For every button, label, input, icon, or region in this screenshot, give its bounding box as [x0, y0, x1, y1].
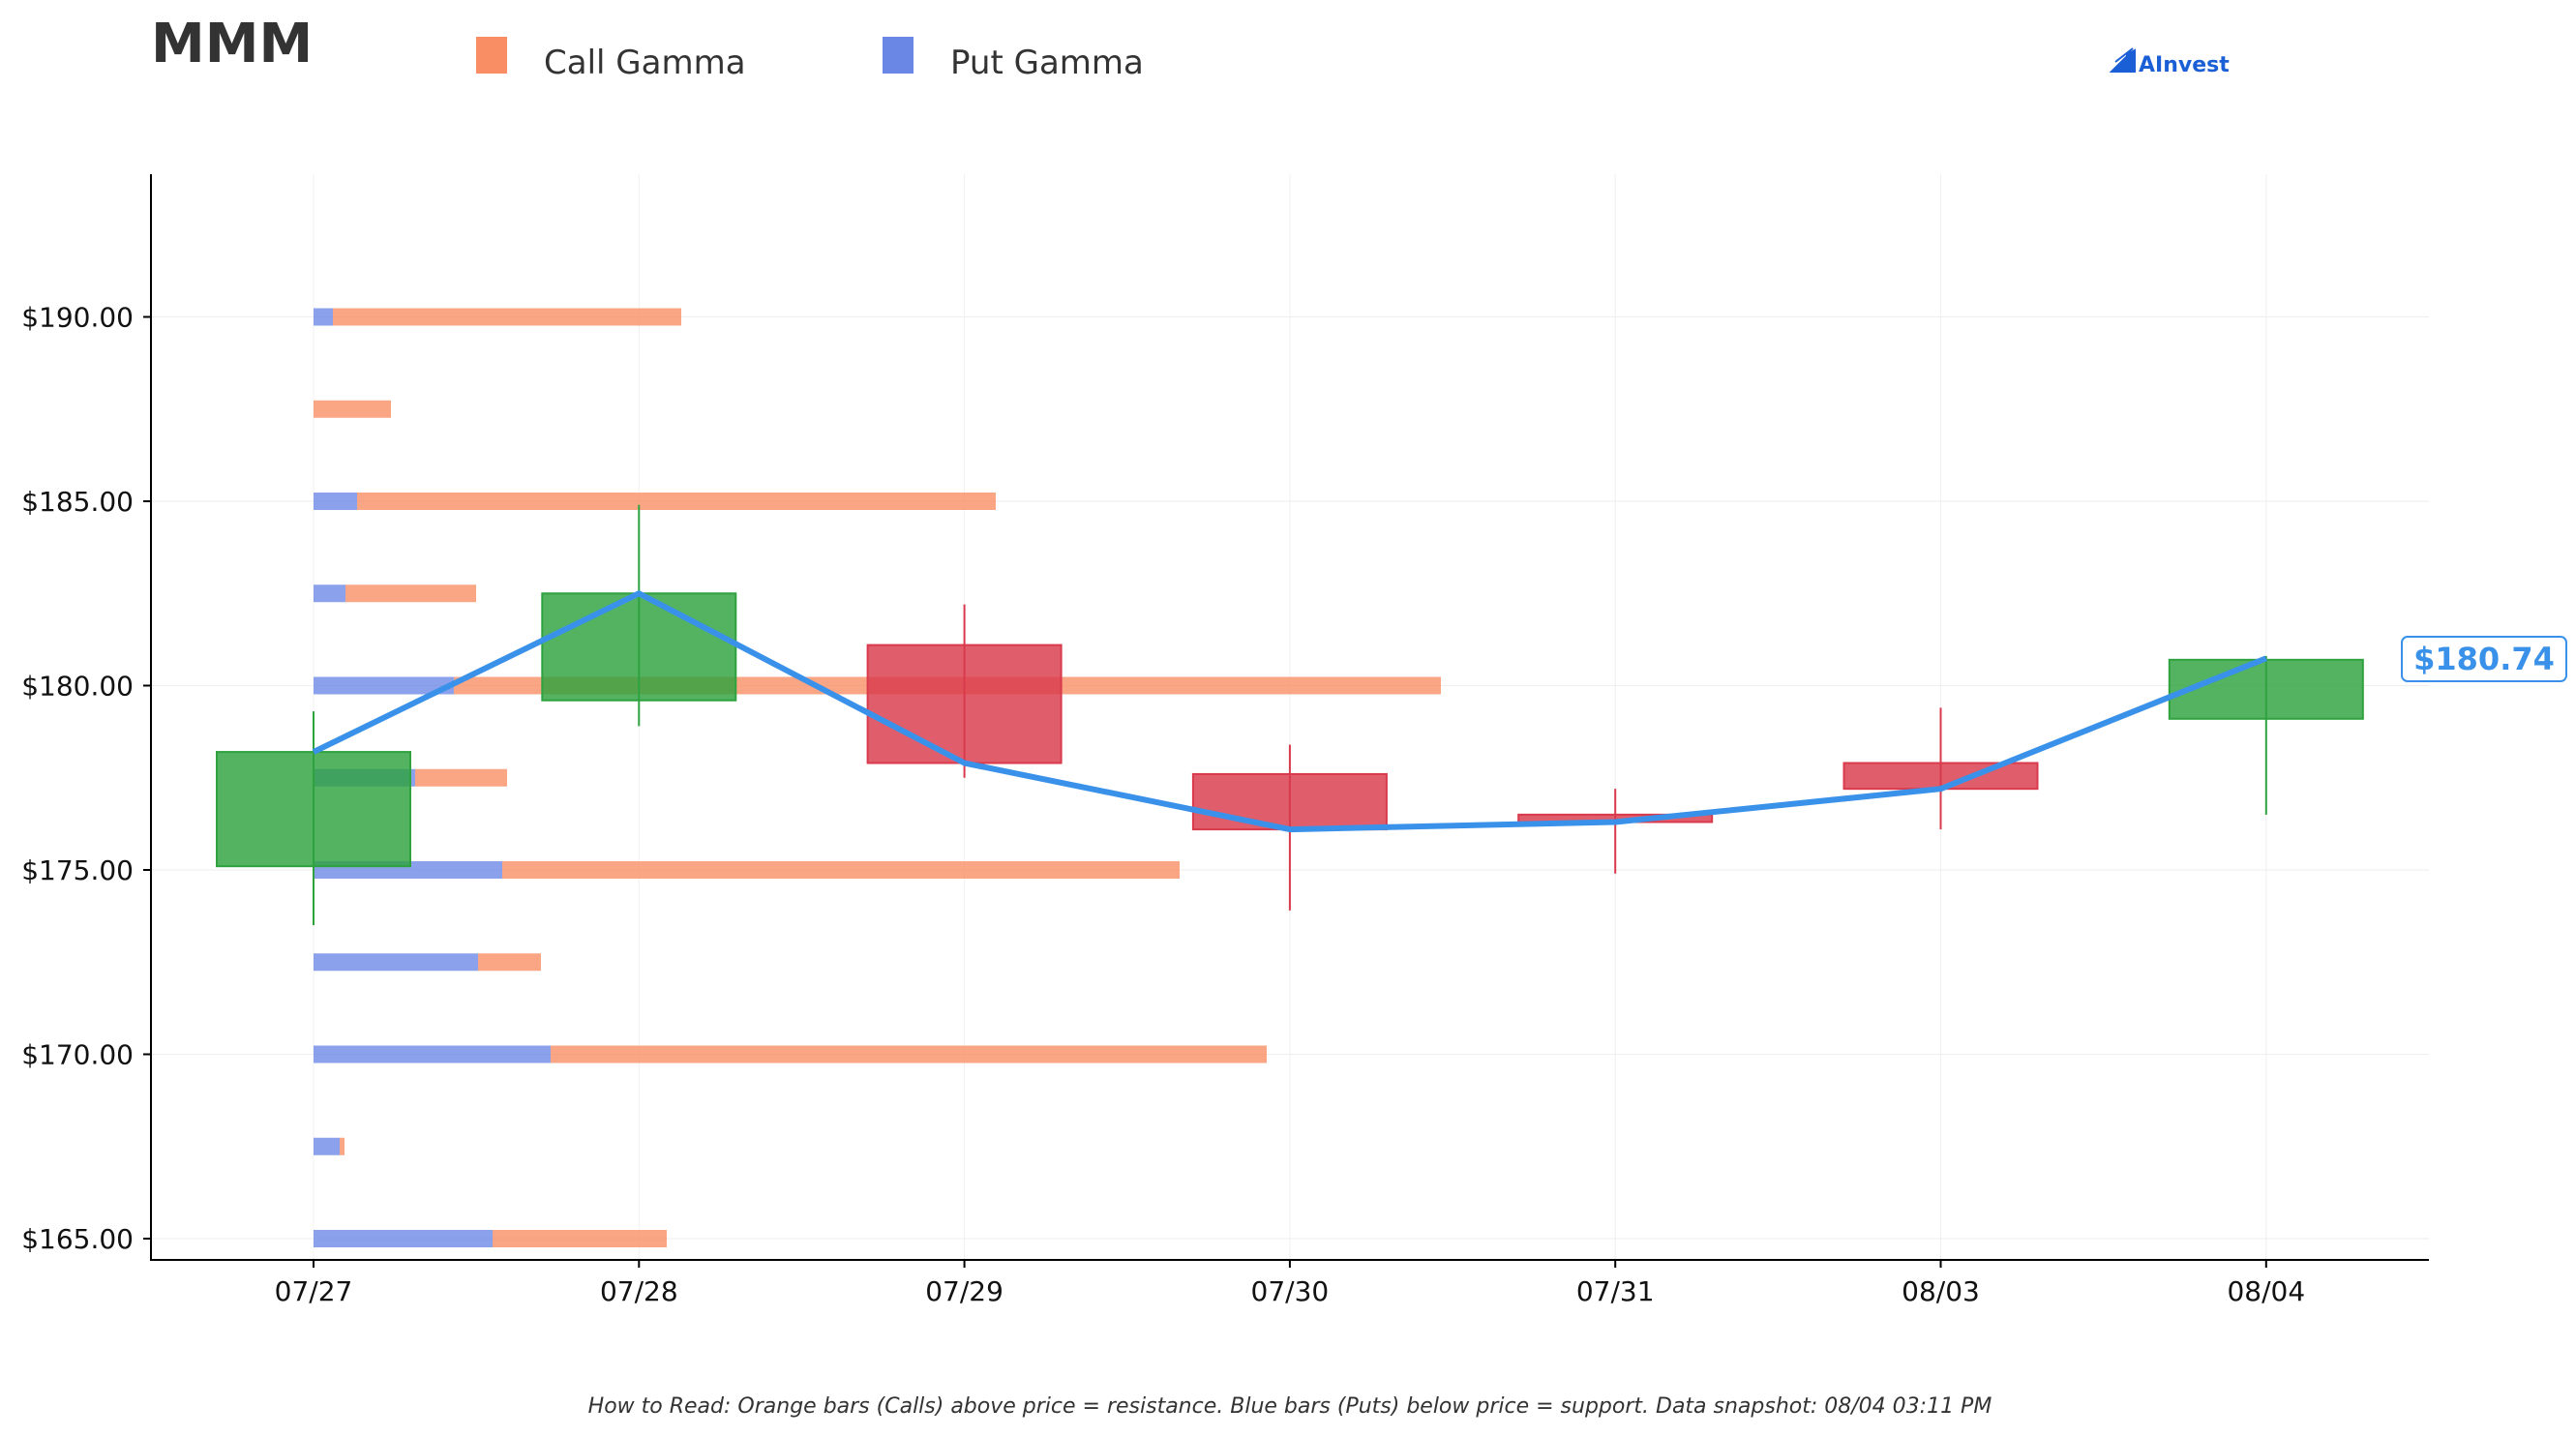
x-tick-label: 08/04: [2227, 1275, 2305, 1307]
last-price-label: $180.74: [2413, 641, 2555, 677]
call-gamma-bar: [357, 493, 996, 510]
put-gamma-bar: [314, 1137, 340, 1155]
put-gamma-bar: [314, 676, 454, 695]
legend-put-swatch: [883, 37, 914, 74]
put-gamma-bar: [314, 953, 478, 972]
legend-call-swatch: [476, 37, 507, 74]
call-gamma-bar: [478, 953, 541, 972]
put-gamma-bar: [314, 584, 345, 603]
y-axis-ticks: $165.00 $170.00 $175.00 $180.00 $185.00 $190.…: [21, 302, 151, 1255]
put-gamma-bar: [314, 1230, 493, 1247]
ticker-title: MMM: [151, 13, 313, 75]
call-gamma-bar: [340, 1137, 344, 1155]
call-gamma-bar: [415, 768, 507, 787]
call-gamma-bar: [333, 308, 681, 326]
call-gamma-bar: [493, 1230, 667, 1247]
price-polyline: [312, 590, 2267, 833]
x-tick-label: 08/03: [1902, 1275, 1980, 1307]
candle-body: [216, 751, 411, 868]
call-gamma-bar: [551, 1045, 1267, 1063]
x-tick-label: 07/30: [1251, 1275, 1330, 1307]
candle-body: [2168, 658, 2364, 720]
x-tick-label: 07/29: [925, 1275, 1003, 1307]
brand-logo: AInvest: [2109, 47, 2230, 77]
price-line: [312, 590, 2267, 833]
brand-name: AInvest: [2139, 53, 2230, 77]
put-gamma-bar: [314, 1045, 551, 1063]
y-tick-label: $170.00: [21, 1039, 134, 1071]
brand-chart-icon: [2109, 47, 2136, 73]
y-tick-label: $180.00: [21, 671, 134, 703]
candles: [216, 504, 2364, 926]
y-tick-label: $175.00: [21, 854, 134, 886]
call-gamma-bar: [502, 861, 1180, 879]
candle-body: [866, 644, 1063, 764]
put-gamma-bar: [314, 493, 357, 510]
x-tick-label: 07/31: [1576, 1275, 1655, 1307]
legend-put-label: Put Gamma: [950, 44, 1144, 82]
footnote: How to Read: Orange bars (Calls) above p…: [588, 1394, 1992, 1419]
y-tick-label: $185.00: [21, 486, 134, 518]
x-tick-label: 07/28: [600, 1275, 678, 1307]
put-gamma-bar: [314, 308, 333, 326]
y-tick-label: $165.00: [21, 1223, 134, 1255]
legend: Call Gamma Put Gamma: [476, 37, 1144, 82]
candle-body: [1842, 762, 2039, 791]
x-axis-ticks: 07/27 07/28 07/29 07/30 07/31 08/03 08/04: [275, 1260, 2305, 1307]
last-price-badge: $180.74: [2401, 636, 2567, 682]
candle-body: [1191, 772, 1388, 831]
x-tick-label: 07/27: [275, 1275, 353, 1307]
call-gamma-bar: [314, 400, 391, 418]
y-tick-label: $190.00: [21, 302, 134, 334]
candle-body: [541, 592, 737, 702]
call-gamma-bar: [345, 584, 476, 603]
legend-call-label: Call Gamma: [544, 44, 746, 82]
last-price-box: [2401, 636, 2567, 682]
grid: [151, 174, 2429, 1260]
